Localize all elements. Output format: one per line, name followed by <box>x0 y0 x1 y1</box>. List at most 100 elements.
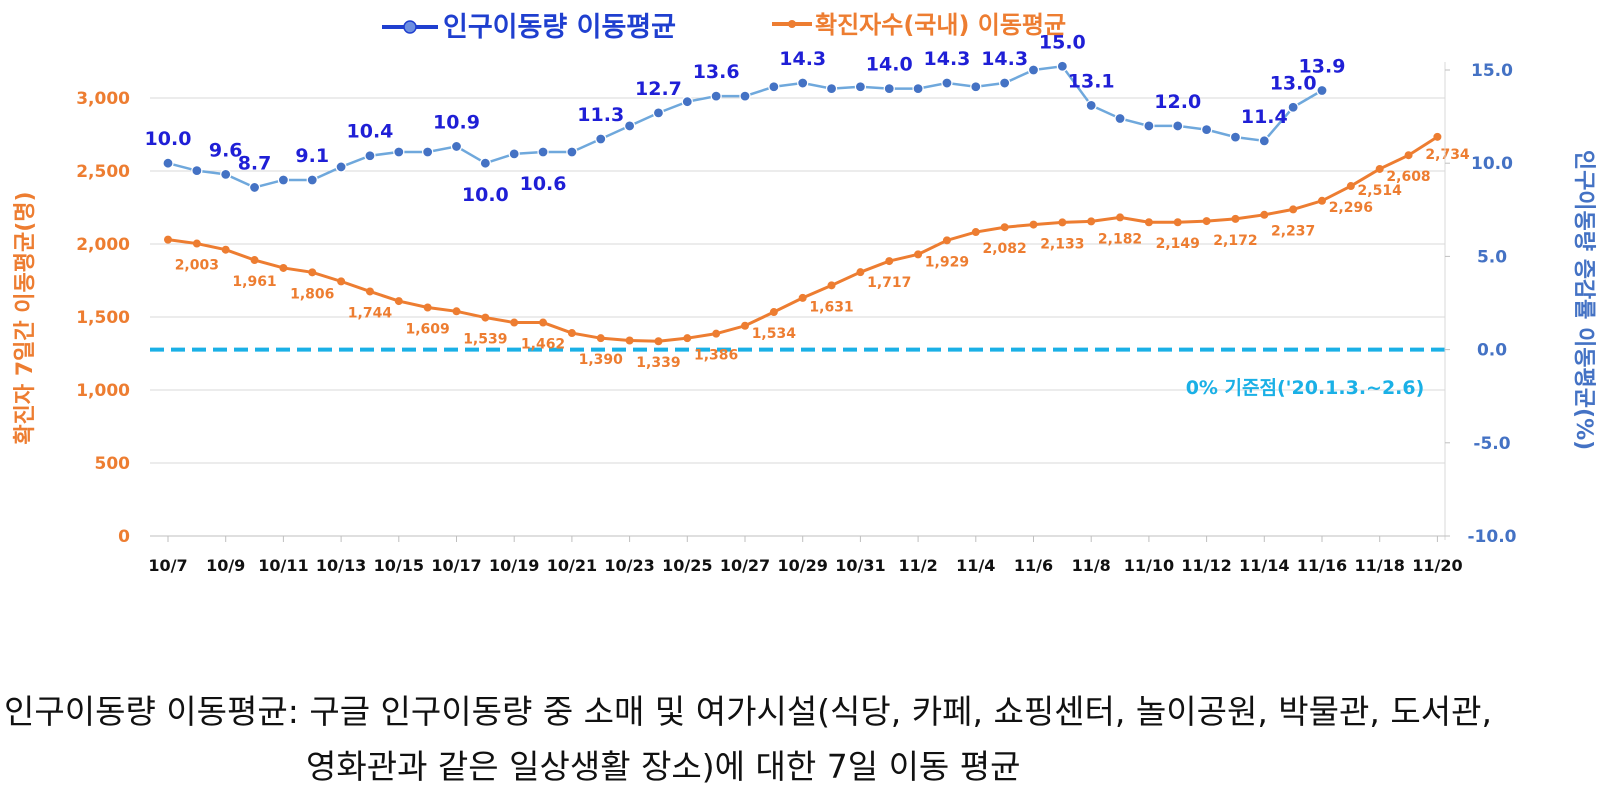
gridlines <box>150 97 1445 537</box>
cases-point <box>452 307 461 316</box>
population-point <box>1114 112 1126 125</box>
population-data-label: 15.0 <box>1039 31 1086 53</box>
population-point <box>1027 64 1040 76</box>
cases-point <box>1202 217 1211 226</box>
population-point <box>1200 124 1213 136</box>
cases-data-label: 2,296 <box>1329 200 1373 216</box>
population-data-label: 10.9 <box>433 111 480 133</box>
cases-point <box>1375 164 1384 173</box>
x-tick-label: 11/16 <box>1297 556 1347 575</box>
x-tick-label: 11/14 <box>1239 556 1289 575</box>
cases-data-label: 1,744 <box>348 305 393 321</box>
population-point <box>364 150 376 162</box>
population-point <box>825 83 838 95</box>
population-data-label: 12.0 <box>1154 91 1201 113</box>
cases-point <box>798 293 807 302</box>
population-point <box>508 148 520 160</box>
cases-data-label: 1,339 <box>636 355 680 371</box>
cases-point <box>1289 205 1298 214</box>
population-point <box>1229 131 1242 143</box>
x-tick-label: 11/10 <box>1124 556 1174 575</box>
population-data-label: 14.3 <box>779 48 826 70</box>
y-right-axis-title: 인구이동량 증감률 이동평균(%) <box>1571 150 1596 450</box>
population-point <box>277 174 289 186</box>
cases-data-label: 1,717 <box>867 275 911 291</box>
y-left-tick-label: 500 <box>95 454 131 474</box>
x-tick-label: 10/19 <box>489 556 539 575</box>
cases-point <box>741 321 749 330</box>
population-point <box>1287 101 1299 113</box>
cases-data-label: 1,534 <box>752 326 797 342</box>
y-left-tick-label: 1,500 <box>76 308 130 328</box>
population-data-label: 13.0 <box>1270 72 1317 94</box>
y-left-tick-label: 1,000 <box>76 381 130 401</box>
cases-point <box>856 268 865 277</box>
population-point <box>1172 120 1184 132</box>
population-data-label: 12.7 <box>635 78 682 100</box>
population-data-label: 13.6 <box>693 61 740 83</box>
population-point <box>854 81 867 93</box>
cases-data-label: 1,462 <box>521 337 565 353</box>
cases-point <box>914 250 923 259</box>
cases-data-label: 1,539 <box>463 332 507 348</box>
cases-point <box>423 303 432 312</box>
cases-data-label: 1,806 <box>290 286 334 302</box>
cases-point <box>1173 218 1182 227</box>
cases-data-label: 2,172 <box>1213 233 1257 249</box>
cases-data-label: 1,929 <box>925 254 969 270</box>
population-point <box>768 81 780 93</box>
x-tick-label: 11/18 <box>1355 556 1405 575</box>
cases-data-label: 2,734 <box>1425 147 1470 163</box>
cases-point <box>1346 182 1355 191</box>
cases-point <box>308 268 317 277</box>
cases-point <box>1029 220 1038 229</box>
y-right-tick-label: -5.0 <box>1473 434 1510 454</box>
population-point <box>450 140 463 153</box>
x-tick-label: 11/20 <box>1412 556 1462 575</box>
reference-label: 0% 기준점('20.1.3.~2.6) <box>1186 377 1425 399</box>
x-tick-label: 10/29 <box>778 556 828 575</box>
cases-point <box>1087 217 1096 226</box>
x-tick-label: 10/25 <box>662 556 712 575</box>
y-left-axis-title: 확진자 7일간 이동평균(명) <box>13 191 38 444</box>
y-right-tick-label: 10.0 <box>1471 154 1513 174</box>
y-right-tick-label: 15.0 <box>1471 61 1513 81</box>
cases-data-label: 1,386 <box>694 348 738 364</box>
caption-line-1: 인구이동량 이동평균: 구글 인구이동량 중 소매 및 여가시설(식당, 카페,… <box>4 692 1492 731</box>
x-tick-label: 11/6 <box>1014 556 1053 575</box>
population-point <box>162 157 174 169</box>
cases-series: 2,003 1,961 1,806 1,744 1,609 1,539 1,462 1,390… <box>164 132 1470 371</box>
population-data-label: 14.3 <box>981 48 1028 70</box>
population-data-label: 13.9 <box>1299 56 1346 78</box>
cases-data-label: 1,390 <box>579 352 624 368</box>
population-point <box>595 133 607 145</box>
x-tick-label: 11/8 <box>1072 556 1111 575</box>
population-point <box>912 83 924 95</box>
population-point <box>393 146 405 158</box>
population-point <box>1056 60 1068 72</box>
cases-point <box>539 318 548 327</box>
population-point <box>710 90 722 102</box>
population-point <box>739 90 751 102</box>
cases-point <box>942 236 951 245</box>
population-data-label: 10.6 <box>520 173 567 195</box>
cases-data-label: 2,082 <box>983 241 1027 257</box>
population-data-label: 11.4 <box>1241 106 1288 128</box>
x-tick-label: 10/11 <box>258 556 308 575</box>
cases-point <box>1000 223 1009 232</box>
y-left-tick-label: 3,000 <box>76 89 130 109</box>
cases-data-label: 2,149 <box>1156 236 1200 252</box>
population-point <box>220 168 232 180</box>
x-tick-label: 10/9 <box>206 556 245 575</box>
cases-data-label: 2,514 <box>1358 183 1403 199</box>
cases-point <box>625 336 634 345</box>
cases-data-label: 2,608 <box>1386 169 1430 185</box>
x-tick-label: 10/15 <box>374 556 424 575</box>
cases-data-label: 2,237 <box>1271 223 1315 239</box>
population-point <box>797 77 809 89</box>
legend-cases-label: 확진자수(국내) 이동평균 <box>815 11 1066 39</box>
population-point <box>248 181 261 194</box>
x-tick-label: 10/21 <box>547 556 597 575</box>
axes: 0 500 1,000 1,500 2,000 2,500 3,000 -10.0 -5.0 0.… <box>13 61 1596 575</box>
cases-point <box>192 239 201 248</box>
